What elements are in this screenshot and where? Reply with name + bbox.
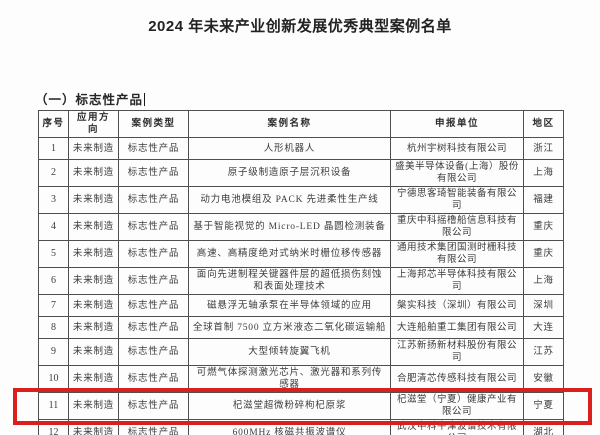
- cell-case: 600MHz 核磁共振波谱仪: [188, 419, 391, 435]
- table-row: 11 未来制造 标志性产品 杞滋堂超微粉碎枸杞原浆 杞滋堂（宁夏）健康产业有限公司 宁夏: [38, 392, 564, 420]
- cell-type: 标志性产品: [118, 294, 189, 317]
- cell-direction: 未来制造: [68, 159, 119, 187]
- cell-type: 标志性产品: [118, 267, 189, 295]
- cell-org: 大连船舶重工集团有限公司: [390, 316, 524, 339]
- cell-org: 上海邦芯半导体科技有限公司: [390, 267, 524, 295]
- table-body: 1 未来制造 标志性产品 人形机器人 杭州宇树科技有限公司 浙江 2 未来制造 标志性产品 原子级…: [38, 137, 564, 435]
- cell-type: 标志性产品: [118, 419, 189, 435]
- column-header-0: 序号: [38, 110, 69, 138]
- cell-region: 重庆: [523, 213, 564, 241]
- cell-region: 浙江: [523, 137, 564, 160]
- table-row: 2 未来制造 标志性产品 原子级制造原子层沉积设备 盛美半导体设备(上海）股份有限公司上…: [38, 159, 564, 187]
- cell-org: 杞滋堂（宁夏）健康产业有限公司: [390, 392, 524, 420]
- cell-case: 可燃气体探测激光芯片、激光器和系列传感器: [188, 365, 391, 393]
- table-row: 4 未来制造 标志性产品 基于智能视觉的 Micro-LED 晶圆检测装备 重庆中科摇橹…: [38, 213, 564, 241]
- page-title: 2024 年未来产业创新发展优秀典型案例名单: [148, 18, 452, 35]
- cell-region: 深圳: [523, 294, 564, 317]
- cell-no: 6: [38, 267, 69, 295]
- cell-no: 4: [38, 213, 69, 241]
- cell-case: 全球首制 7500 立方米液态二氧化碳运输船: [188, 316, 391, 339]
- cell-case: 原子级制造原子层沉积设备: [188, 159, 391, 187]
- cell-no: 2: [38, 159, 69, 187]
- cell-type: 标志性产品: [118, 213, 189, 241]
- table-row: 9 未来制造 标志性产品 大型倾转旋翼飞机 江苏新扬新材料股份有限公司 江苏: [38, 338, 564, 366]
- cell-case: 人形机器人: [188, 137, 391, 160]
- cell-no: 1: [38, 137, 69, 160]
- cell-direction: 未来制造: [68, 316, 119, 339]
- cell-no: 9: [38, 338, 69, 366]
- cell-direction: 未来制造: [68, 365, 119, 393]
- cell-region: 湖北: [523, 419, 564, 435]
- table-row: 8 未来制造 标志性产品 全球首制 7500 立方米液态二氧化碳运输船 大连船舶重工集团…: [38, 316, 564, 339]
- cell-type: 标志性产品: [118, 338, 189, 366]
- cell-type: 标志性产品: [118, 159, 189, 187]
- cell-direction: 未来制造: [68, 240, 119, 268]
- cell-case: 面向先进制程关键器件层的超低损伤刻蚀和表面处理技术: [188, 267, 391, 295]
- cell-org: 宁德思客琦智能装备有限公司: [390, 186, 524, 214]
- cell-case: 高速、高精度绝对式纳米时栅位移传感器: [188, 240, 391, 268]
- document-page: { "page": { "title": "2024 年未来产业创新发展优秀典型…: [0, 15, 600, 435]
- cell-type: 标志性产品: [118, 137, 189, 160]
- cell-region: 福建: [523, 186, 564, 214]
- cell-case: 基于智能视觉的 Micro-LED 晶圆检测装备: [188, 213, 391, 241]
- column-header-2: 案例类型: [118, 110, 189, 138]
- cell-case: 磁悬浮无轴承泵在半导体领域的应用: [188, 294, 391, 317]
- cell-no: 10: [38, 365, 69, 393]
- table-row: 5 未来制造 标志性产品 高速、高精度绝对式纳米时栅位移传感器 通用技术集团国测时栅科技…: [38, 240, 564, 268]
- table-row: 6 未来制造 标志性产品 面向先进制程关键器件层的超低损伤刻蚀和表面处理技术 上海邦芯半…: [38, 267, 564, 295]
- section-heading: （一）标志性产品: [35, 89, 146, 108]
- cell-region: 安徽: [523, 365, 564, 393]
- cell-org: 槃实科技（深圳）有限公司: [390, 294, 524, 317]
- case-table: 序号 应用方向 案例类型 案例名称 申报单位 地区 1 未来制造 标志性产品 人形机器人 杭州宇树…: [38, 110, 564, 435]
- cell-direction: 未来制造: [68, 338, 119, 366]
- table-row: 10 未来制造 标志性产品 可燃气体探测激光芯片、激光器和系列传感器 合肥清芯传感科技有…: [38, 365, 564, 393]
- cell-no: 8: [38, 316, 69, 339]
- table-header-row: 序号 应用方向 案例类型 案例名称 申报单位 地区: [38, 110, 564, 138]
- cell-direction: 未来制造: [68, 419, 119, 435]
- cell-case: 大型倾转旋翼飞机: [188, 338, 391, 366]
- cell-no: 7: [38, 294, 69, 317]
- cell-org: 通用技术集团国测时栅科技有限公司: [390, 240, 524, 268]
- cell-org: 江苏新扬新材料股份有限公司: [390, 338, 524, 366]
- cell-direction: 未来制造: [68, 186, 119, 214]
- section-heading-text: （一）标志性产品: [35, 93, 144, 107]
- cell-org: 盛美半导体设备(上海）股份有限公司: [390, 159, 524, 187]
- cell-region: 重庆: [523, 240, 564, 268]
- column-header-5: 地区: [523, 110, 564, 138]
- cell-region: 江苏: [523, 338, 564, 366]
- cell-direction: 未来制造: [68, 294, 119, 317]
- cell-type: 标志性产品: [118, 186, 189, 214]
- cell-type: 标志性产品: [118, 392, 189, 420]
- column-header-3: 案例名称: [188, 110, 391, 138]
- table-row: 3 未来制造 标志性产品 动力电池模组及 PACK 先进柔性生产线 宁德思客琦智能装备有…: [38, 186, 564, 214]
- cell-type: 标志性产品: [118, 316, 189, 339]
- cell-region: 宁夏: [523, 392, 564, 420]
- cell-type: 标志性产品: [118, 365, 189, 393]
- cell-no: 3: [38, 186, 69, 214]
- text-cursor: [144, 93, 146, 106]
- cell-org: 杭州宇树科技有限公司: [390, 137, 524, 160]
- cell-direction: 未来制造: [68, 392, 119, 420]
- column-header-1: 应用方向: [68, 110, 119, 138]
- cell-direction: 未来制造: [68, 267, 119, 295]
- cell-case: 动力电池模组及 PACK 先进柔性生产线: [188, 186, 391, 214]
- cell-org: 重庆中科摇橹船信息科技有限公司: [390, 213, 524, 241]
- cell-no: 11: [38, 392, 69, 420]
- table-row: 7 未来制造 标志性产品 磁悬浮无轴承泵在半导体领域的应用 槃实科技（深圳）有限公司 深圳: [38, 294, 564, 317]
- cell-direction: 未来制造: [68, 137, 119, 160]
- column-header-4: 申报单位: [390, 110, 524, 138]
- cell-no: 12: [38, 419, 69, 435]
- cell-region: 上海: [523, 159, 564, 187]
- cell-org: 武汉中科牛津波谱技术有限公司: [390, 419, 524, 435]
- cell-case: 杞滋堂超微粉碎枸杞原浆: [188, 392, 391, 420]
- cell-org: 合肥清芯传感科技有限公司: [390, 365, 524, 393]
- cell-no: 5: [38, 240, 69, 268]
- cell-direction: 未来制造: [68, 213, 119, 241]
- cell-region: 上海: [523, 267, 564, 295]
- cell-region: 大连: [523, 316, 564, 339]
- cell-type: 标志性产品: [118, 240, 189, 268]
- table-row: 1 未来制造 标志性产品 人形机器人 杭州宇树科技有限公司 浙江: [38, 137, 564, 160]
